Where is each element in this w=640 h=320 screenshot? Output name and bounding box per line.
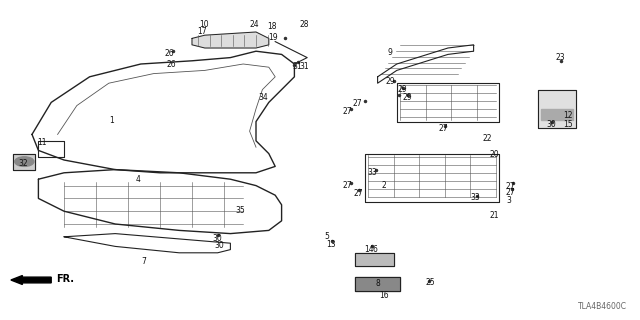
Text: 6: 6 <box>372 245 378 254</box>
Text: 10: 10 <box>198 20 209 29</box>
Text: 27: 27 <box>352 99 362 108</box>
Text: 7: 7 <box>141 257 147 266</box>
Text: 29: 29 <box>402 93 412 102</box>
Text: 26: 26 <box>166 60 177 68</box>
Circle shape <box>15 157 34 166</box>
Text: 31: 31 <box>292 62 302 71</box>
Text: 30: 30 <box>214 241 224 250</box>
Polygon shape <box>538 90 576 128</box>
Text: 19: 19 <box>268 33 278 42</box>
Text: 3: 3 <box>506 196 511 204</box>
Text: 30: 30 <box>212 234 223 243</box>
Text: 34: 34 <box>259 93 269 102</box>
Text: 1: 1 <box>109 116 115 124</box>
Text: 31: 31 <box>300 62 310 71</box>
Text: 9: 9 <box>388 48 393 57</box>
Text: 28: 28 <box>300 20 309 29</box>
Bar <box>541 109 573 120</box>
Text: 30: 30 <box>547 120 557 129</box>
Text: 32: 32 <box>18 159 28 168</box>
Text: 27: 27 <box>342 181 352 190</box>
Text: 14: 14 <box>364 245 374 254</box>
Text: 23: 23 <box>556 53 566 62</box>
Text: 4: 4 <box>135 175 140 184</box>
Text: 13: 13 <box>326 240 336 249</box>
Text: 12: 12 <box>564 111 573 120</box>
Polygon shape <box>355 277 400 291</box>
Polygon shape <box>192 32 269 48</box>
Text: 20: 20 <box>490 150 500 159</box>
Text: 27: 27 <box>506 182 516 191</box>
Text: TLA4B4600C: TLA4B4600C <box>578 302 627 311</box>
Text: 15: 15 <box>563 120 573 129</box>
Text: 11: 11 <box>38 138 47 147</box>
Text: 27: 27 <box>506 188 516 197</box>
Text: 27: 27 <box>353 189 364 198</box>
Text: 27: 27 <box>438 124 448 132</box>
Text: 8: 8 <box>376 279 381 288</box>
Text: 5: 5 <box>324 232 329 241</box>
Text: 26: 26 <box>164 49 174 58</box>
FancyArrow shape <box>11 276 51 284</box>
Text: 22: 22 <box>483 134 492 143</box>
Text: 35: 35 <box>235 206 245 215</box>
Text: 24: 24 <box>249 20 259 29</box>
Polygon shape <box>355 253 394 266</box>
Text: 2: 2 <box>381 181 387 190</box>
Text: 27: 27 <box>342 107 352 116</box>
Text: 18: 18 <box>268 22 276 31</box>
Text: 29: 29 <box>397 85 407 94</box>
Text: FR.: FR. <box>56 274 74 284</box>
Text: 25: 25 <box>425 278 435 287</box>
Text: 33: 33 <box>367 168 378 177</box>
Polygon shape <box>13 154 35 170</box>
Text: 33: 33 <box>470 193 480 202</box>
Text: 29: 29 <box>385 77 396 86</box>
Text: 16: 16 <box>379 291 389 300</box>
Text: 21: 21 <box>490 211 499 220</box>
Text: 17: 17 <box>196 27 207 36</box>
